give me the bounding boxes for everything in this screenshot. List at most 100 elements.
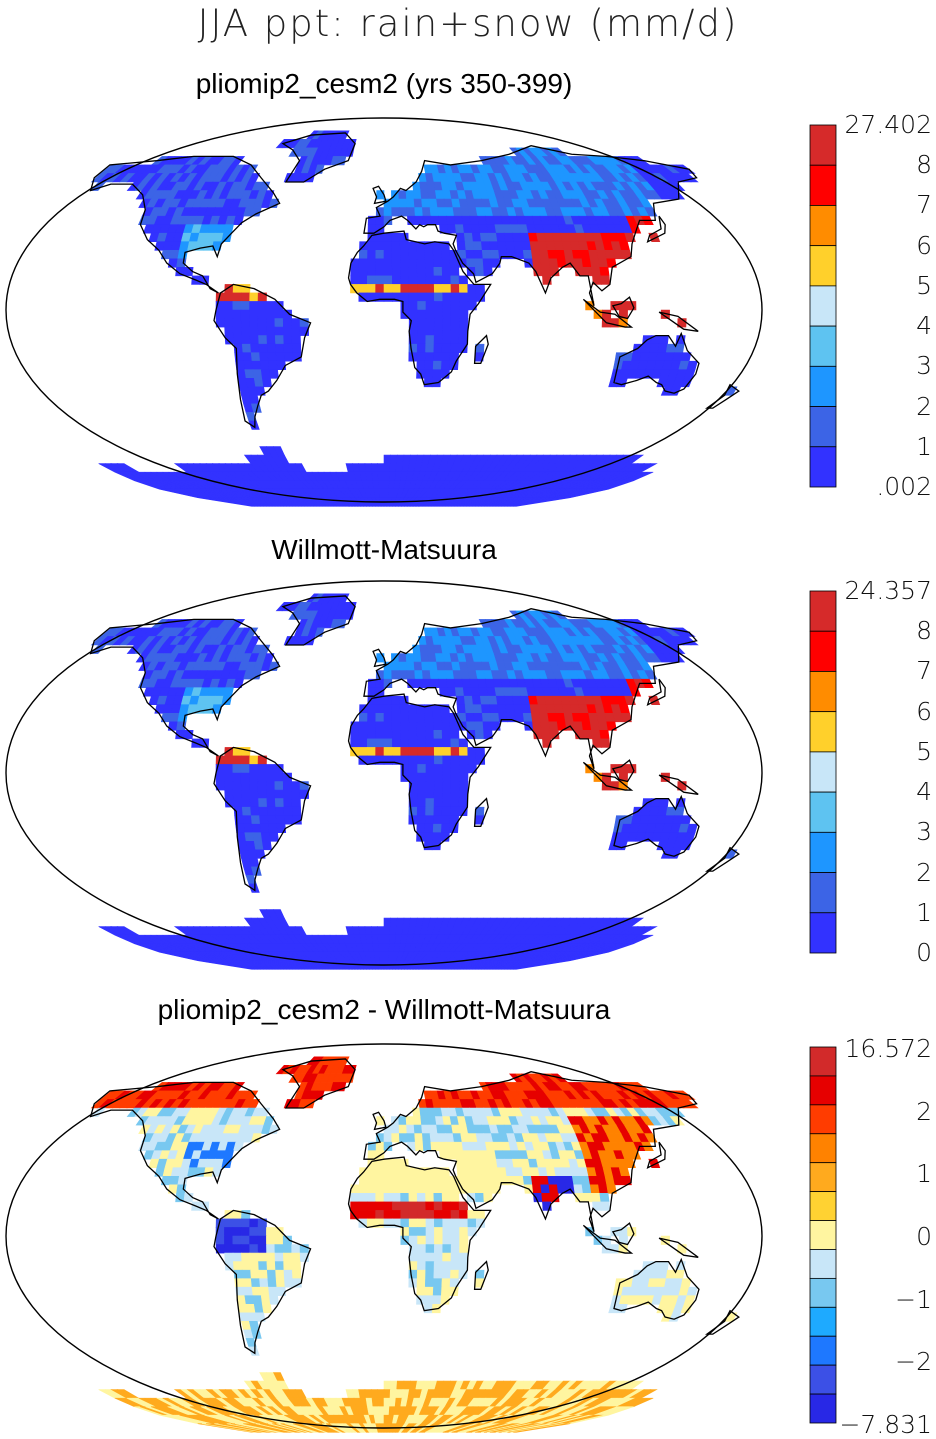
colorbar-tick-label: 0 [916,1222,932,1251]
grid-cell [424,1278,435,1288]
grid-cell [462,1150,473,1160]
grid-cell [377,1389,385,1399]
grid-cell [459,1227,469,1237]
grid-cell [282,1244,293,1254]
grid-cell [680,173,699,183]
colorbar-tick-label: −2 [895,1347,932,1377]
grid-cell [602,1235,612,1245]
grid-cell [396,1380,405,1390]
grid-cell [258,1269,269,1279]
coastline-nz [704,1309,740,1335]
grid-cell [383,1397,391,1407]
grid-cell [463,1158,474,1169]
grid-cell [422,1133,432,1143]
grid-cell [257,1252,268,1262]
grid-cell [417,1227,427,1237]
grid-cell [392,1210,402,1220]
grid-cell [547,1175,558,1186]
grid-cell [514,1175,525,1186]
colorbar-swatch [809,1191,837,1221]
grid-cell [241,1269,252,1279]
grid-cell [458,1261,468,1271]
grid-cell [257,1244,267,1254]
grid-cell [425,1218,435,1228]
grid-cell [440,1286,451,1297]
colorbar-tick-label: 1 [916,1159,932,1189]
grid-cell [472,1167,483,1177]
grid-cell [424,1286,434,1297]
grid-cell [430,1141,440,1151]
grid-cell [466,1184,476,1194]
grid-cell [548,1184,559,1194]
grid-cell [434,1235,444,1245]
grid-cell [424,1175,434,1186]
grid-cell [283,1252,293,1262]
colorbar-tick-label: 16.572 [844,1034,932,1063]
grid-cell [232,1244,242,1254]
colorbar-tick-label: −7.831 [839,1410,932,1439]
grid-cell [383,215,393,225]
grid-cell [266,1235,276,1245]
grid-cell [442,1227,452,1237]
grid-cell [275,1269,285,1279]
grid-cell [417,1201,427,1211]
grid-cell [490,1175,500,1186]
grid-cell [358,1193,368,1203]
grid-cell [224,1235,234,1245]
grid-cell [291,1269,302,1279]
grid-cell [505,1167,516,1177]
grid-cell [383,1380,391,1390]
grid-cell [252,1295,263,1305]
grid-cell [442,1210,452,1220]
grid-cell [383,1193,393,1203]
grid-cell [375,1175,385,1186]
grid-cell [408,1175,418,1186]
grid-cell [274,1244,284,1254]
grid-cell [378,1414,385,1425]
grid-cell [240,1227,250,1237]
grid-cell [400,1175,410,1186]
grid-cell [450,1193,460,1203]
grid-cell [467,1210,477,1220]
grid-cell [377,1397,385,1407]
grid-cell [498,1175,509,1186]
grid-cell [456,1167,467,1177]
grid-cell [433,1193,443,1203]
grid-cell [450,1218,460,1228]
grid-cell [407,1141,416,1151]
figure-title: JJA ppt: rain+snow (mm/d) [197,2,739,45]
grid-cell [383,1167,393,1177]
grid-cell [441,1193,452,1203]
grid-cell [358,1175,368,1186]
grid-cell [420,1116,430,1126]
grid-cell [389,1389,398,1399]
grid-cell [417,1235,427,1245]
grid-cell [372,1406,380,1416]
grid-cell [657,1269,668,1279]
grid-cell [425,1235,435,1245]
grid-cell [243,1286,254,1297]
grid-cell [459,1210,469,1220]
grid-cell [283,1261,293,1271]
grid-cell [383,1158,393,1169]
grid-cell [257,1235,267,1245]
grid-cell [266,1227,276,1237]
grid-cell [284,1278,294,1288]
grid-cell [489,1167,499,1177]
grid-cell [425,1210,435,1220]
grid-cell [414,1141,424,1151]
grid-cell [423,1303,433,1314]
grid-cell [408,1201,418,1211]
grid-cell [573,1184,584,1194]
grid-cell [658,1261,669,1271]
grid-cell [425,1269,435,1279]
grid-cell [424,1295,434,1305]
grid-cell [366,1210,376,1220]
grid-cell [433,1269,443,1279]
grid-cell [413,1124,423,1134]
grid-cell [224,1244,234,1254]
grid-cell [474,1193,485,1203]
grid-cell [432,1295,442,1305]
grid-cell [391,1193,401,1203]
grid-cell [383,1201,393,1211]
